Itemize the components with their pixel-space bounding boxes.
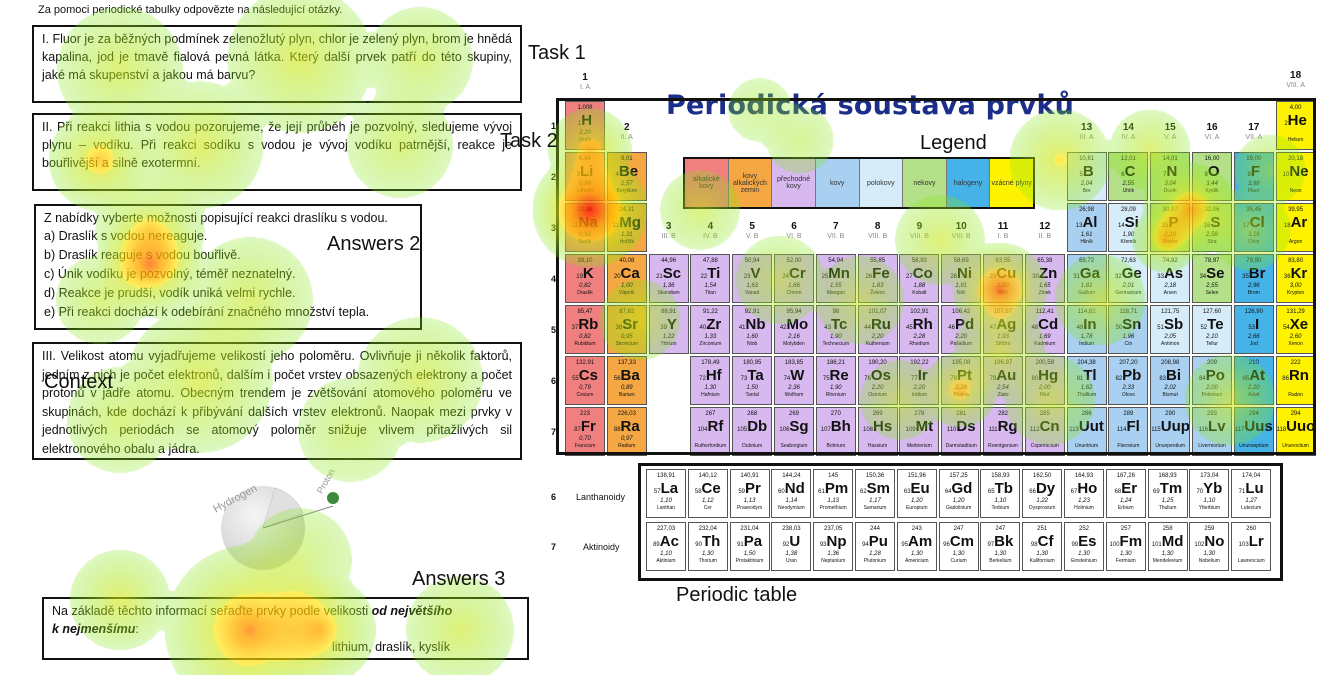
actinoids-row-number: 7 — [551, 542, 557, 552]
task2-label: Task 2 — [500, 130, 558, 152]
proton-label: Proton — [315, 468, 337, 495]
task2-text: II. Při reakci lithia s vodou pozorujeme… — [42, 120, 512, 170]
group-number: 18 — [1290, 70, 1302, 81]
answers3-box: Na základě těchto informací seřaďte prvk… — [42, 597, 529, 660]
answers3-instruction: Na základě těchto informací seřaďte prvk… — [52, 604, 372, 618]
group-roman: VIII. A — [1286, 82, 1305, 89]
actinoids-label: Aktinoidy — [583, 542, 620, 552]
answers3-elements: lithium, draslík, kyslík — [332, 640, 451, 654]
fblock-frame — [638, 463, 1283, 581]
answers3-emphasis-2: k nejmenšímu — [52, 622, 136, 636]
answer-option-e[interactable]: e) Při reakci dochází k odebírání značné… — [44, 305, 370, 319]
atom-diagram: Hydrogen Proton — [211, 468, 339, 570]
task1-label: Task 1 — [528, 42, 586, 64]
answers2-title: Z nabídky vyberte možnosti popisující re… — [44, 211, 388, 225]
task1-box: I. Fluor je za běžných podmínek zelenožl… — [32, 25, 522, 103]
answers3-emphasis: od největšího — [371, 604, 453, 618]
answers3-label: Answers 3 — [412, 568, 506, 590]
group-roman: I. A — [579, 84, 591, 91]
intro-text: Za pomoci periodické tabulky odpovězte n… — [38, 4, 343, 16]
periodic-table-label: Periodic table — [676, 584, 798, 606]
lanthanoids-label: Lanthanoidy — [576, 492, 626, 502]
legend-label: Legend — [920, 132, 987, 154]
lanthanoids-row-number: 6 — [551, 492, 557, 502]
proton-icon — [327, 492, 339, 504]
group-number: 1 — [582, 72, 588, 83]
task2-box: II. Při reakci lithia s vodou pozorujeme… — [32, 113, 522, 191]
answers2-box: Z nabídky vyberte možnosti popisující re… — [34, 204, 422, 330]
answers3-colon: : — [135, 622, 139, 636]
task1-text: I. Fluor je za běžných podmínek zelenožl… — [42, 32, 512, 82]
answers2-label: Answers 2 — [327, 233, 421, 255]
answer-option-d[interactable]: d) Reakce je prudší, vodík uniká velmi r… — [44, 286, 296, 300]
context-text: III. Velikost atomu vyjadřujeme velikost… — [42, 349, 512, 456]
answer-option-c[interactable]: c) Únik vodíku je pozvolný, téměř neznat… — [44, 267, 296, 281]
answers3-text: Na základě těchto informací seřaďte prvk… — [44, 599, 527, 659]
context-label: Context — [44, 371, 113, 393]
context-box: III. Velikost atomu vyjadřujeme velikost… — [32, 342, 522, 460]
